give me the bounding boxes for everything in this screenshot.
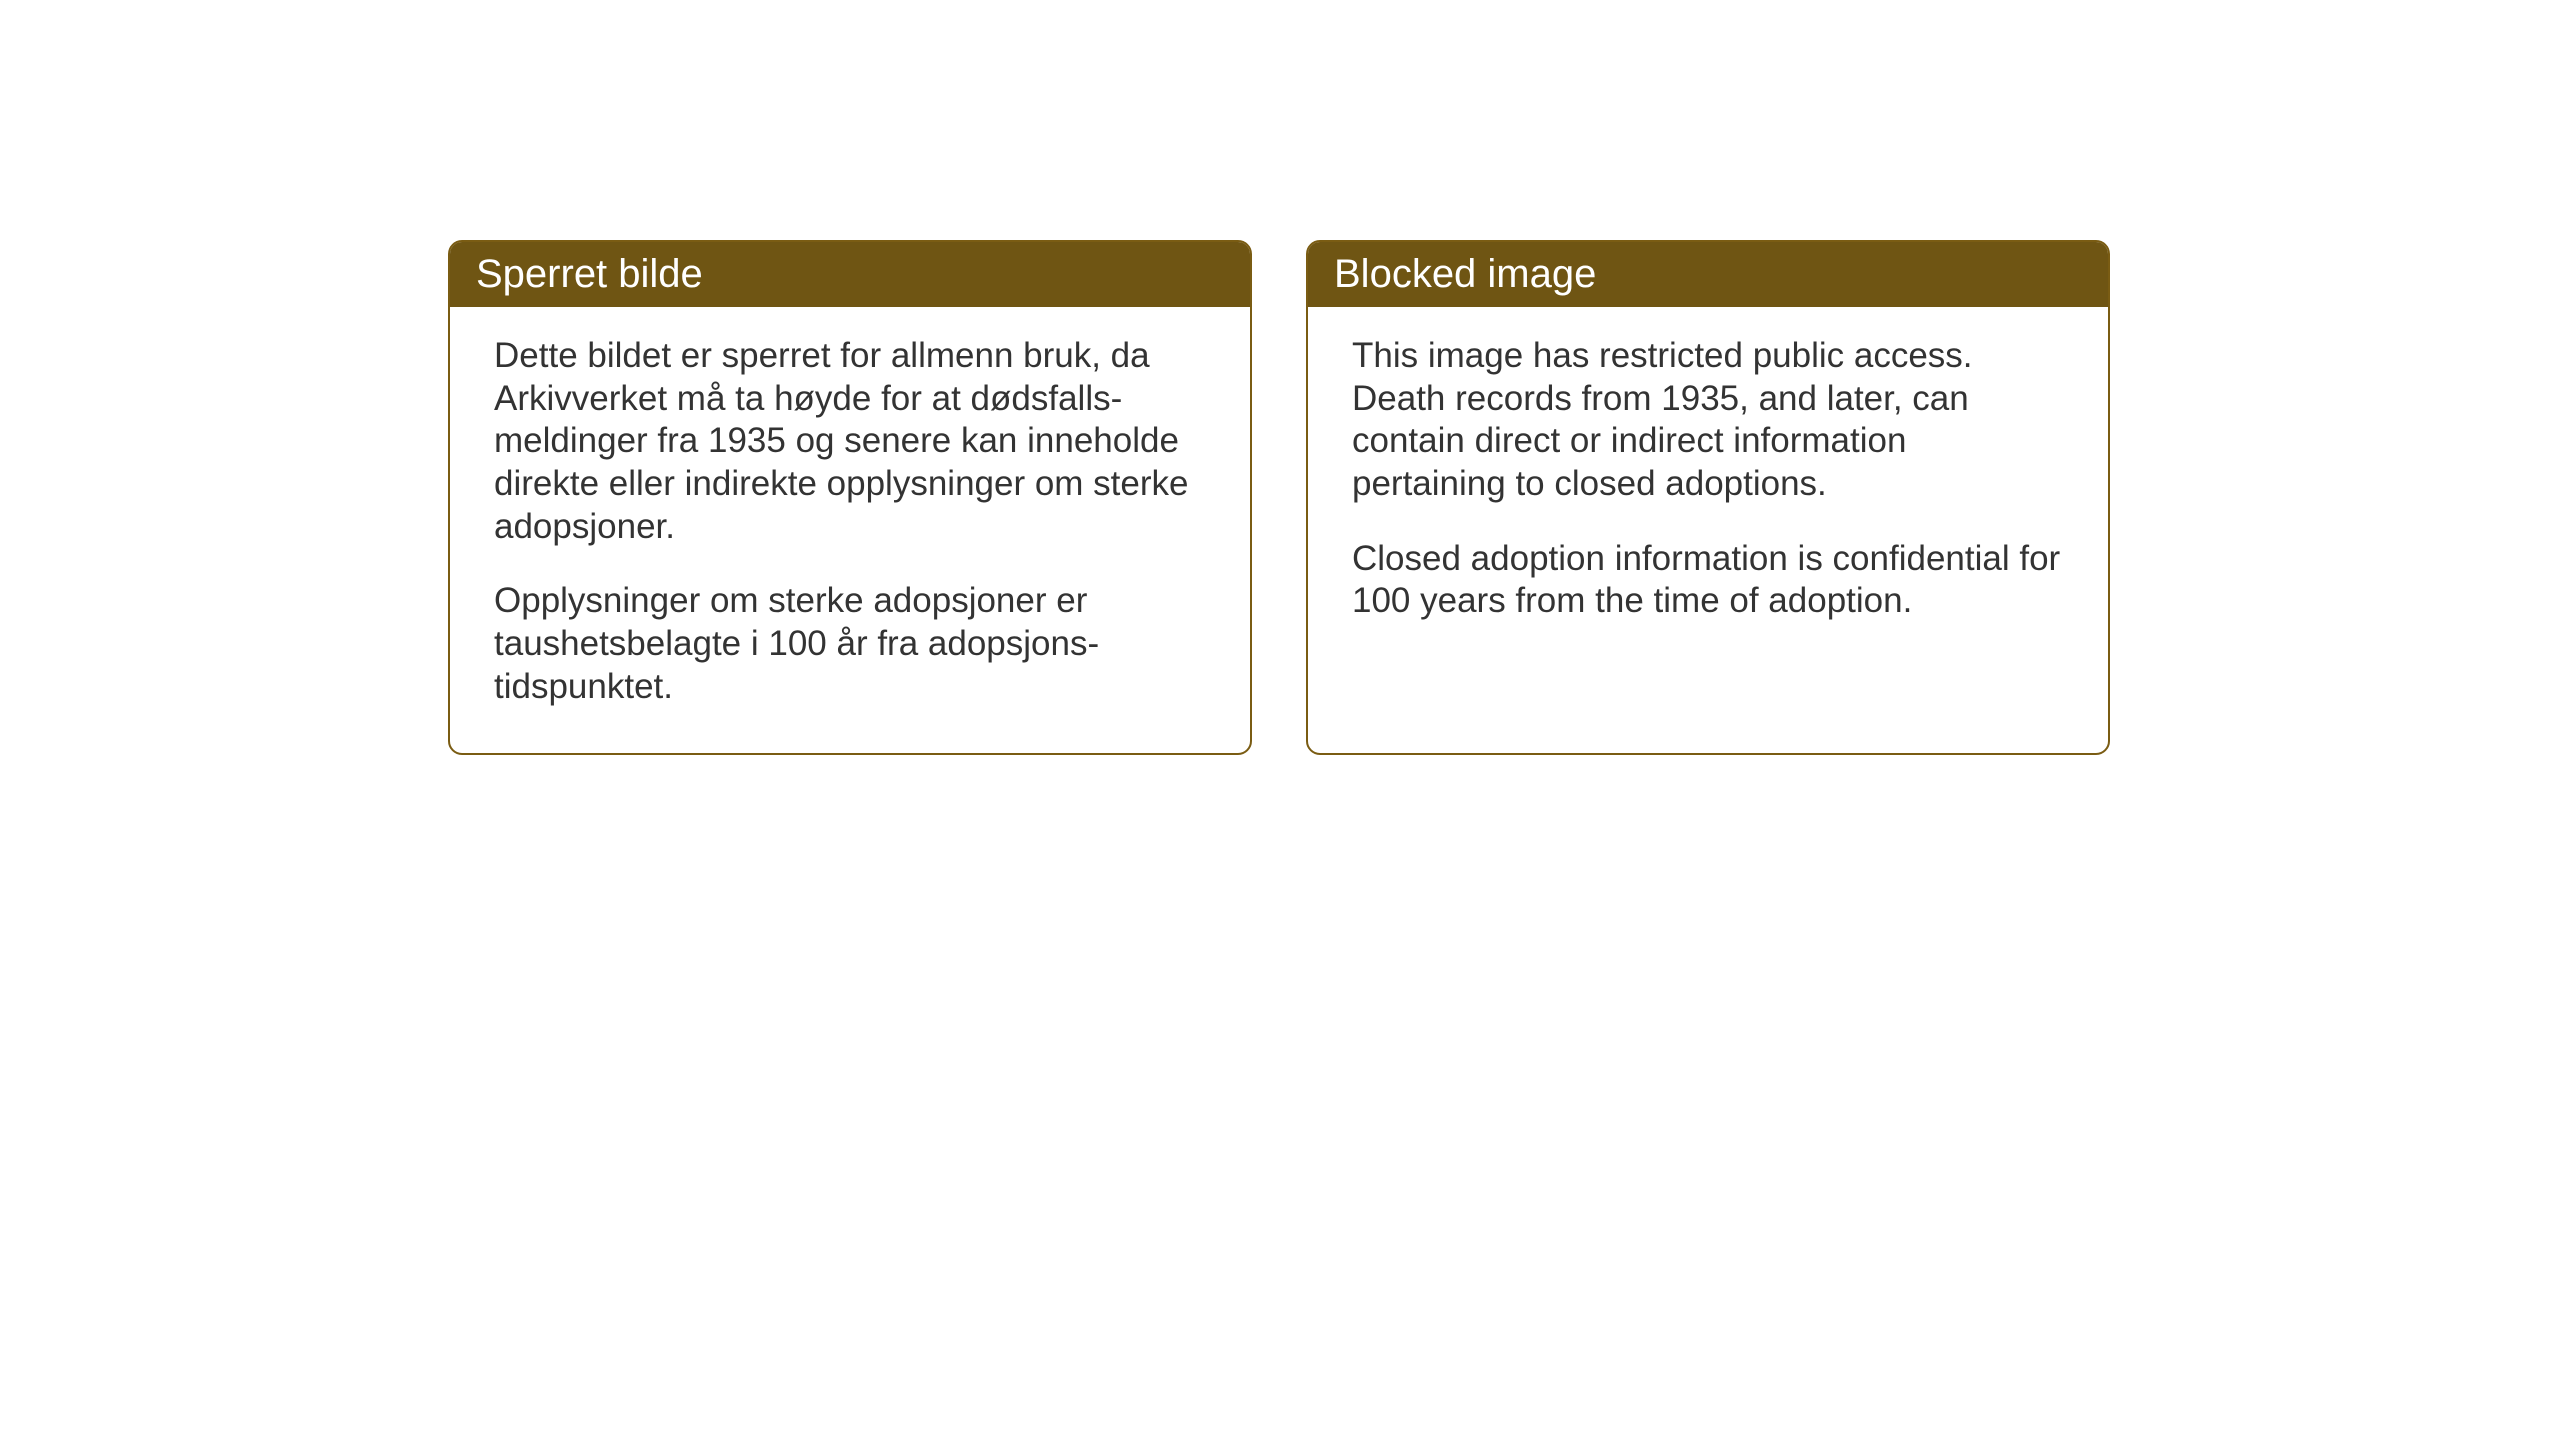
english-card: Blocked image This image has restricted … — [1306, 240, 2110, 755]
norwegian-paragraph-2: Opplysninger om sterke adopsjoner er tau… — [494, 580, 1206, 708]
english-paragraph-1: This image has restricted public access.… — [1352, 335, 2064, 506]
norwegian-card-title: Sperret bilde — [450, 242, 1250, 307]
norwegian-card-body: Dette bildet er sperret for allmenn bruk… — [450, 307, 1250, 753]
norwegian-paragraph-1: Dette bildet er sperret for allmenn bruk… — [494, 335, 1206, 548]
notice-container: Sperret bilde Dette bildet er sperret fo… — [448, 240, 2110, 755]
english-paragraph-2: Closed adoption information is confident… — [1352, 538, 2064, 623]
english-card-title: Blocked image — [1308, 242, 2108, 307]
english-card-body: This image has restricted public access.… — [1308, 307, 2108, 667]
norwegian-card: Sperret bilde Dette bildet er sperret fo… — [448, 240, 1252, 755]
